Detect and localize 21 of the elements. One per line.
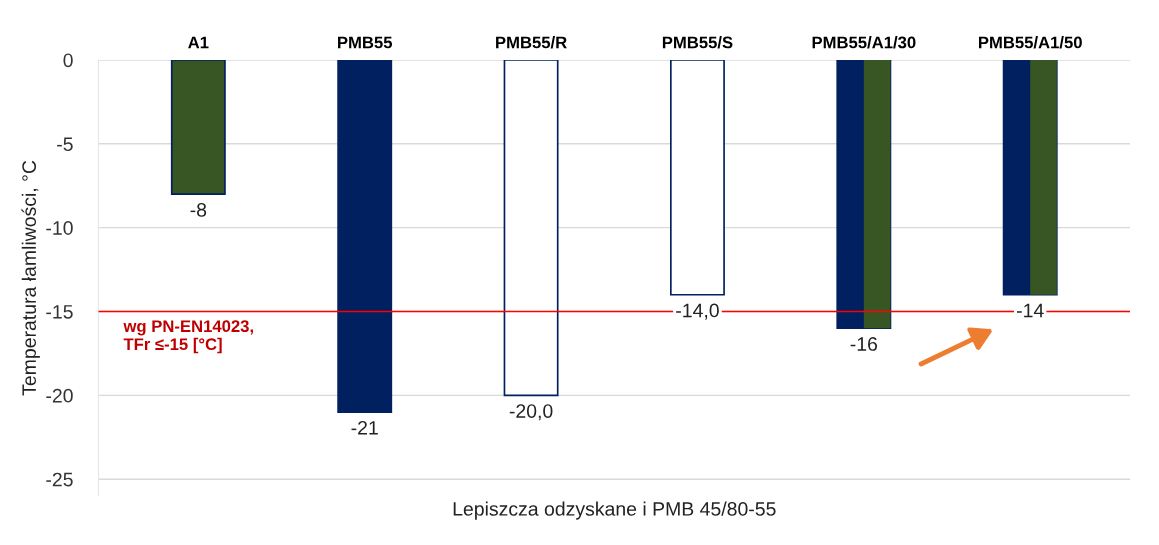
- y-axis-title: Temperatura łamliwości, °C: [21, 160, 40, 396]
- y-tick-label: 0: [63, 53, 73, 68]
- data-label: -8: [190, 202, 207, 217]
- y-tick-label: -5: [57, 137, 73, 152]
- ref-line-label: wg PN-EN14023, TFr ≤-15 [°C]: [123, 320, 253, 354]
- x-tick-label: A1: [188, 36, 209, 49]
- x-tick-label: PMB55/A1/50: [978, 36, 1082, 49]
- y-tick-label: -15: [46, 305, 73, 319]
- data-label: -14,0: [676, 303, 719, 320]
- x-axis-title: Lepiszcza odzyskane i PMB 45/80-55: [453, 501, 776, 520]
- data-label: -21: [351, 420, 378, 435]
- x-tick-label: PMB55/A1/30: [812, 36, 916, 49]
- data-label: -14: [1017, 303, 1044, 318]
- y-tick-label: -25: [46, 472, 73, 487]
- y-tick-label: -10: [46, 221, 73, 235]
- x-tick-label: PMB55: [338, 36, 393, 49]
- data-label: -16: [850, 337, 878, 351]
- y-tick-label: -20: [46, 388, 73, 403]
- x-tick-label: PMB55/S: [662, 36, 733, 49]
- x-tick-label: PMB55/R: [496, 36, 567, 49]
- data-label: -20,0: [509, 404, 553, 421]
